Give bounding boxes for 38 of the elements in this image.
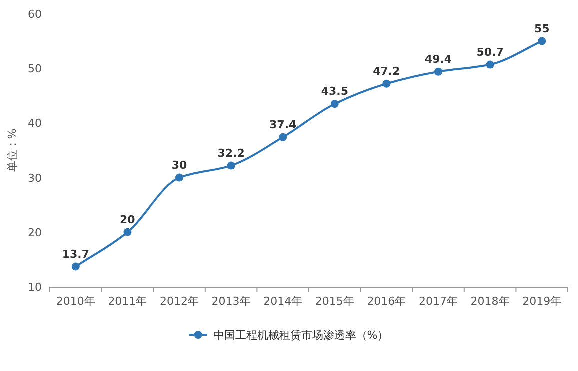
y-axis-title: 单位：%	[6, 128, 19, 172]
x-tick-label: 2019年	[522, 295, 562, 308]
x-tick-label: 2017年	[419, 295, 458, 308]
data-label: 30	[172, 158, 188, 172]
x-tick-label: 2018年	[470, 295, 510, 308]
y-tick-label: 60	[28, 8, 42, 21]
data-label: 32.2	[218, 146, 245, 160]
point	[227, 162, 236, 170]
x-tick-label: 2014年	[264, 295, 303, 308]
x-tick-label: 2015年	[315, 295, 354, 308]
x-tick-label: 2013年	[212, 295, 251, 308]
point	[382, 80, 391, 88]
point	[72, 262, 80, 271]
y-tick-label: 40	[28, 117, 42, 130]
y-tick-label: 20	[28, 226, 42, 240]
x-tick-label: 2012年	[160, 295, 199, 308]
point	[434, 68, 442, 76]
data-label: 20	[120, 213, 136, 226]
data-label: 47.2	[373, 64, 400, 78]
data-label: 37.4	[270, 118, 298, 132]
point	[486, 60, 494, 69]
data-label: 55	[534, 22, 550, 36]
point	[176, 174, 184, 182]
data-label: 13.7	[62, 248, 90, 261]
y-tick-label: 10	[28, 281, 42, 294]
data-label: 49.4	[424, 52, 452, 66]
point	[279, 133, 288, 142]
data-label: 50.7	[476, 46, 504, 59]
y-tick-label: 30	[28, 172, 42, 185]
point	[124, 228, 132, 236]
legend-label: 中国工程机械租赁市场渗透率（%）	[213, 329, 389, 342]
x-tick-label: 2010年	[56, 295, 96, 308]
point	[538, 37, 546, 46]
x-tick-label: 2016年	[367, 295, 406, 308]
y-tick-label: 50	[28, 62, 42, 76]
x-tick-label: 2011年	[108, 295, 148, 308]
data-label: 43.5	[321, 85, 348, 98]
point	[330, 100, 339, 108]
